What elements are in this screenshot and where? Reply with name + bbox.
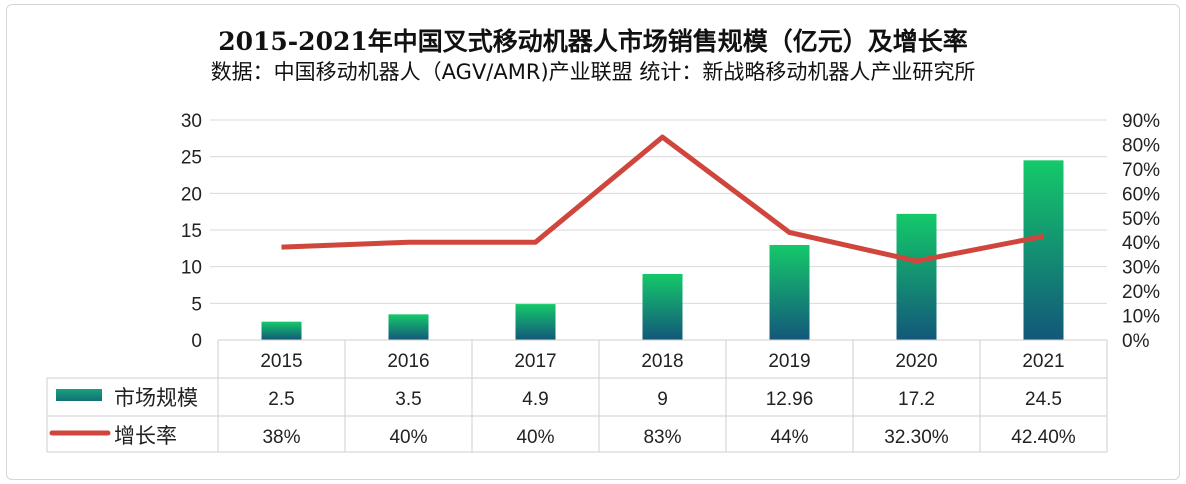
- bar-2015: [261, 321, 302, 340]
- y2-tick-label: 60%: [1122, 184, 1160, 205]
- table-cell-value: 3.5: [395, 389, 421, 410]
- x-tick-label: 2016: [387, 351, 429, 372]
- table-cell-value: 17.2: [898, 389, 935, 410]
- table-cell-rate: 44%: [770, 427, 808, 448]
- chart-frame: [6, 4, 1180, 480]
- bar-2017: [515, 304, 556, 340]
- bar-2018: [642, 274, 683, 340]
- x-tick-label: 2015: [260, 351, 302, 372]
- y2-tick-label: 70%: [1122, 160, 1160, 181]
- bar-2019: [769, 244, 810, 340]
- table-cell-value: 9: [657, 389, 668, 410]
- x-tick-label: 2017: [514, 351, 556, 372]
- y2-tick-label: 90%: [1122, 111, 1160, 132]
- y-tick-label: 0: [191, 331, 202, 352]
- x-tick-label: 2019: [768, 351, 810, 372]
- table-cell-value: 2.5: [268, 389, 294, 410]
- bar-2021: [1023, 160, 1064, 340]
- chart-title: 2015-2021年中国叉式移动机器人市场销售规模（亿元）及增长率: [218, 27, 968, 56]
- y2-tick-label: 0%: [1122, 331, 1150, 352]
- y2-tick-label: 50%: [1122, 209, 1160, 230]
- x-tick-label: 2018: [641, 351, 683, 372]
- table-cell-rate: 40%: [389, 427, 427, 448]
- y-tick-label: 15: [181, 221, 202, 242]
- y-tick-label: 5: [191, 294, 202, 315]
- table-cell-rate: 40%: [516, 427, 554, 448]
- table-cell-rate: 42.40%: [1011, 427, 1076, 448]
- y-tick-label: 30: [181, 111, 202, 132]
- legend-bar-swatch: [56, 389, 102, 401]
- y-tick-label: 25: [181, 148, 202, 169]
- bar-2020: [896, 213, 937, 340]
- table-cell-value: 4.9: [522, 389, 548, 410]
- x-tick-label: 2021: [1022, 351, 1064, 372]
- legend-label-line: 增长率: [114, 425, 177, 448]
- table-cell-rate: 38%: [262, 427, 300, 448]
- table-cell-value: 12.96: [766, 389, 814, 410]
- x-tick-label: 2020: [895, 351, 937, 372]
- legend-label-bars: 市场规模: [114, 387, 198, 410]
- y2-tick-label: 40%: [1122, 233, 1160, 254]
- y2-tick-label: 10%: [1122, 307, 1160, 328]
- y2-tick-label: 30%: [1122, 258, 1160, 279]
- y-tick-label: 10: [181, 258, 202, 279]
- table-cell-value: 24.5: [1025, 389, 1062, 410]
- bar-2016: [388, 314, 429, 340]
- chart-subtitle: 数据：中国移动机器人（AGV/AMR)产业联盟 统计：新战略移动机器人产业研究所: [210, 60, 976, 84]
- table-cell-rate: 32.30%: [884, 427, 949, 448]
- table-cell-rate: 83%: [643, 427, 681, 448]
- y-tick-label: 20: [181, 184, 202, 205]
- y2-tick-label: 20%: [1122, 282, 1160, 303]
- y2-tick-label: 80%: [1122, 135, 1160, 156]
